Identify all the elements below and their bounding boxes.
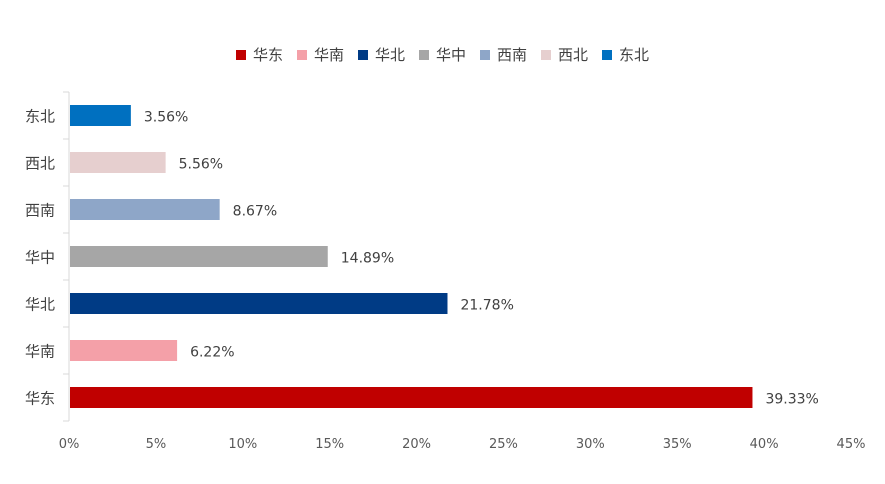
category-label: 华东 bbox=[25, 390, 55, 408]
x-tick-label: 5% bbox=[146, 437, 167, 452]
legend-swatch bbox=[235, 49, 246, 60]
category-label: 西北 bbox=[25, 155, 55, 173]
data-label: 6.22% bbox=[190, 345, 234, 361]
category-label: 华中 bbox=[25, 249, 55, 267]
legend-label: 华东 bbox=[252, 46, 283, 64]
legend-item: 东北 bbox=[602, 44, 649, 65]
legend-label: 华南 bbox=[313, 46, 344, 64]
legend-label: 西北 bbox=[558, 46, 589, 64]
x-tick-label: 35% bbox=[663, 437, 692, 452]
legend-swatch bbox=[357, 49, 368, 60]
bar bbox=[70, 246, 328, 267]
legend-item: 华中 bbox=[418, 44, 466, 65]
legend-label: 西南 bbox=[497, 46, 528, 64]
x-tick-label: 20% bbox=[402, 437, 431, 452]
legend-label: 东北 bbox=[619, 46, 650, 64]
legend-label: 华北 bbox=[374, 46, 405, 64]
bar bbox=[70, 293, 448, 314]
x-tick-label: 40% bbox=[750, 437, 779, 452]
data-label: 3.56% bbox=[144, 110, 188, 126]
legend-swatch bbox=[296, 49, 307, 60]
x-tick-label: 10% bbox=[228, 437, 257, 452]
bar bbox=[70, 152, 166, 173]
data-label: 5.56% bbox=[179, 157, 223, 173]
category-label: 华南 bbox=[25, 343, 55, 361]
data-label: 21.78% bbox=[460, 298, 513, 314]
legend-item: 华东 bbox=[235, 44, 283, 65]
data-label: 14.89% bbox=[341, 251, 394, 267]
category-label: 西南 bbox=[25, 202, 55, 220]
bar bbox=[70, 387, 753, 408]
bar bbox=[70, 199, 220, 220]
legend-item: 西北 bbox=[541, 44, 588, 65]
x-tick-label: 0% bbox=[59, 437, 80, 452]
legend-item: 华北 bbox=[357, 44, 405, 65]
bar bbox=[70, 105, 131, 126]
legend-swatch bbox=[541, 49, 552, 60]
legend-item: 西南 bbox=[480, 44, 527, 65]
legend-swatch bbox=[418, 49, 429, 60]
x-tick-label: 45% bbox=[837, 437, 866, 452]
x-tick-label: 15% bbox=[315, 437, 344, 452]
legend-swatch bbox=[480, 49, 490, 60]
bar bbox=[70, 340, 178, 361]
chart-legend: 华东 华南 华北 华中 西南 西北 东北 bbox=[0, 44, 885, 65]
x-tick-label: 30% bbox=[576, 437, 605, 452]
data-label: 39.33% bbox=[765, 392, 818, 408]
data-label: 8.67% bbox=[233, 204, 277, 220]
legend-swatch bbox=[602, 49, 613, 60]
category-label: 华北 bbox=[25, 296, 55, 314]
category-label: 东北 bbox=[25, 108, 55, 126]
legend-label: 华中 bbox=[435, 46, 466, 64]
legend-item: 华南 bbox=[296, 44, 344, 65]
x-tick-label: 25% bbox=[489, 437, 518, 452]
